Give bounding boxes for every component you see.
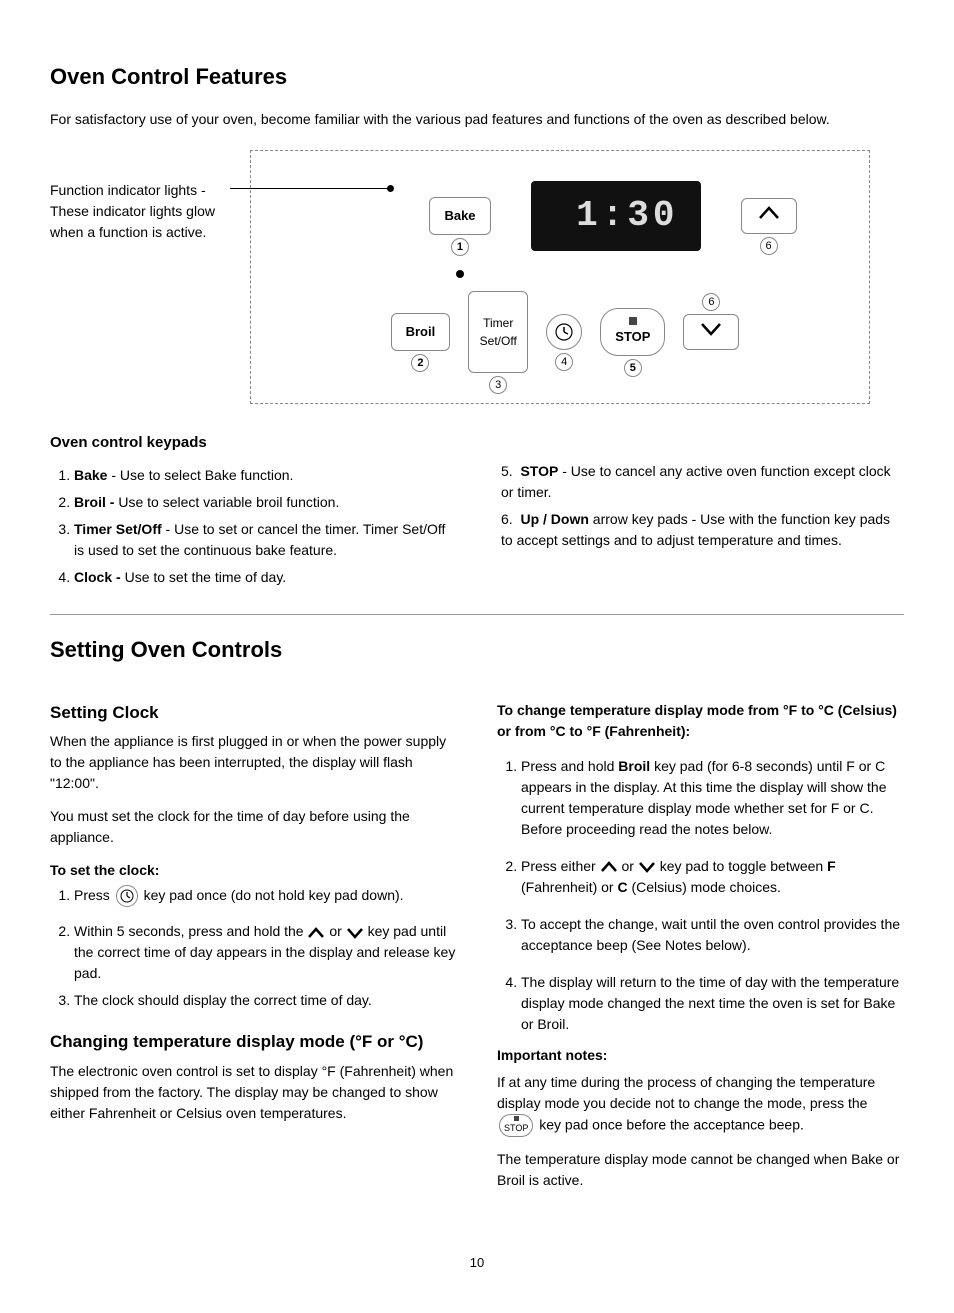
list-item: Clock - Use to set the time of day.: [74, 567, 457, 588]
body-text: When the appliance is first plugged in o…: [50, 731, 457, 794]
oven-control-panel: Bake 1 1:30 6 Broil 2 Timer Set/Off 3 4: [250, 150, 870, 404]
important-notes-heading: Important notes:: [497, 1045, 904, 1066]
list-item: Press either or key pad to toggle betwee…: [521, 856, 904, 898]
list-item: Press and hold Broil key pad (for 6-8 se…: [521, 756, 904, 840]
page-title-2: Setting Oven Controls: [50, 633, 904, 666]
chevron-up-icon: [307, 927, 325, 939]
body-text: You must set the clock for the time of d…: [50, 806, 457, 848]
bake-button[interactable]: Bake 1: [429, 197, 490, 235]
clock-icon: [555, 323, 573, 341]
chevron-down-icon: [700, 321, 722, 337]
label-6a: 6: [760, 237, 778, 255]
page-title-1: Oven Control Features: [50, 60, 904, 93]
stop-button[interactable]: STOP 5: [600, 308, 665, 356]
list-item: 6. Up / Down arrow key pads - Use with t…: [501, 509, 904, 551]
chevron-down-icon: [638, 861, 656, 873]
body-text: The electronic oven control is set to di…: [50, 1061, 457, 1124]
list-item: Timer Set/Off - Use to set or cancel the…: [74, 519, 457, 561]
stop-icon: STOP: [499, 1114, 533, 1138]
change-mode-heading: Changing temperature display mode (°F or…: [50, 1029, 457, 1055]
lcd-display: 1:30: [531, 181, 701, 251]
body-text: The temperature display mode cannot be c…: [497, 1149, 904, 1191]
timer-button[interactable]: Timer Set/Off 3: [468, 291, 528, 373]
callout-text: Function indicator lights - These indica…: [50, 150, 230, 243]
settings-columns: Setting Clock When the appliance is firs…: [50, 682, 904, 1204]
control-panel-diagram: Function indicator lights - These indica…: [50, 150, 904, 404]
list-item: Broil - Use to select variable broil fun…: [74, 492, 457, 513]
down-arrow-button[interactable]: 6: [683, 314, 739, 350]
list-item: Within 5 seconds, press and hold the or …: [74, 921, 457, 984]
section-divider: [50, 614, 904, 615]
list-item: Bake - Use to select Bake function.: [74, 465, 457, 486]
list-item: 5. STOP - Use to cancel any active oven …: [501, 461, 904, 503]
label-5: 5: [624, 359, 642, 377]
clock-button[interactable]: 4: [546, 314, 582, 350]
keypads-heading: Oven control keypads: [50, 432, 904, 455]
keypads-list: Bake - Use to select Bake function. Broi…: [50, 461, 904, 598]
page-number: 10: [50, 1253, 904, 1273]
chevron-up-icon: [758, 205, 780, 221]
label-1: 1: [451, 238, 469, 256]
body-text: If at any time during the process of cha…: [497, 1072, 904, 1138]
intro-text: For satisfactory use of your oven, becom…: [50, 109, 904, 130]
to-set-clock-heading: To set the clock:: [50, 860, 457, 881]
list-item: The clock should display the correct tim…: [74, 990, 457, 1011]
label-3: 3: [489, 376, 507, 394]
list-item: To accept the change, wait until the ove…: [521, 914, 904, 956]
up-arrow-button[interactable]: 6: [741, 198, 797, 234]
chevron-up-icon: [600, 861, 618, 873]
label-6b: 6: [702, 293, 720, 311]
stop-icon: [629, 317, 637, 325]
list-item: Press key pad once (do not hold key pad …: [74, 885, 457, 907]
label-2: 2: [411, 354, 429, 372]
label-4: 4: [555, 353, 573, 371]
chevron-down-icon: [346, 927, 364, 939]
setting-clock-heading: Setting Clock: [50, 700, 457, 726]
broil-button[interactable]: Broil 2: [391, 313, 451, 351]
list-item: The display will return to the time of d…: [521, 972, 904, 1035]
change-mode-instructions-heading: To change temperature display mode from …: [497, 700, 904, 742]
clock-icon: [116, 885, 138, 907]
